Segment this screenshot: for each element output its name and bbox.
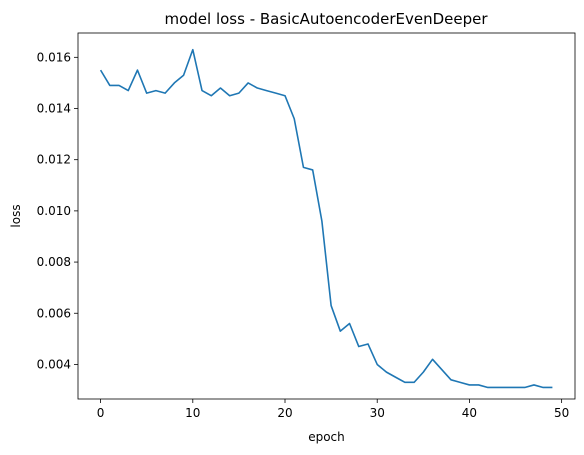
chart-title: model loss - BasicAutoencoderEvenDeeper bbox=[164, 10, 488, 28]
x-tick-label: 0 bbox=[97, 406, 105, 420]
y-axis: 0.004 0.006 0.008 0.010 0.012 0.014 0.016 bbox=[37, 50, 78, 371]
x-tick-label: 30 bbox=[370, 406, 385, 420]
loss-series-line bbox=[99, 48, 553, 389]
y-tick-label: 0.004 bbox=[37, 357, 71, 371]
y-tick-label: 0.006 bbox=[37, 306, 71, 320]
x-tick-label: 20 bbox=[277, 406, 292, 420]
y-tick-label: 0.012 bbox=[37, 153, 71, 167]
y-tick-label: 0.014 bbox=[37, 102, 71, 116]
y-tick-label: 0.010 bbox=[37, 204, 71, 218]
plot-frame bbox=[77, 32, 576, 400]
x-tick-label: 40 bbox=[462, 406, 477, 420]
x-tick-label: 10 bbox=[185, 406, 200, 420]
y-tick-label: 0.008 bbox=[37, 255, 71, 269]
x-axis-label: epoch bbox=[308, 430, 345, 444]
plot-area bbox=[99, 48, 553, 389]
x-axis: 0 10 20 30 40 50 bbox=[97, 399, 569, 420]
y-tick-label: 0.016 bbox=[37, 50, 71, 64]
x-tick-label: 50 bbox=[554, 406, 569, 420]
y-axis-label: loss bbox=[9, 204, 23, 227]
